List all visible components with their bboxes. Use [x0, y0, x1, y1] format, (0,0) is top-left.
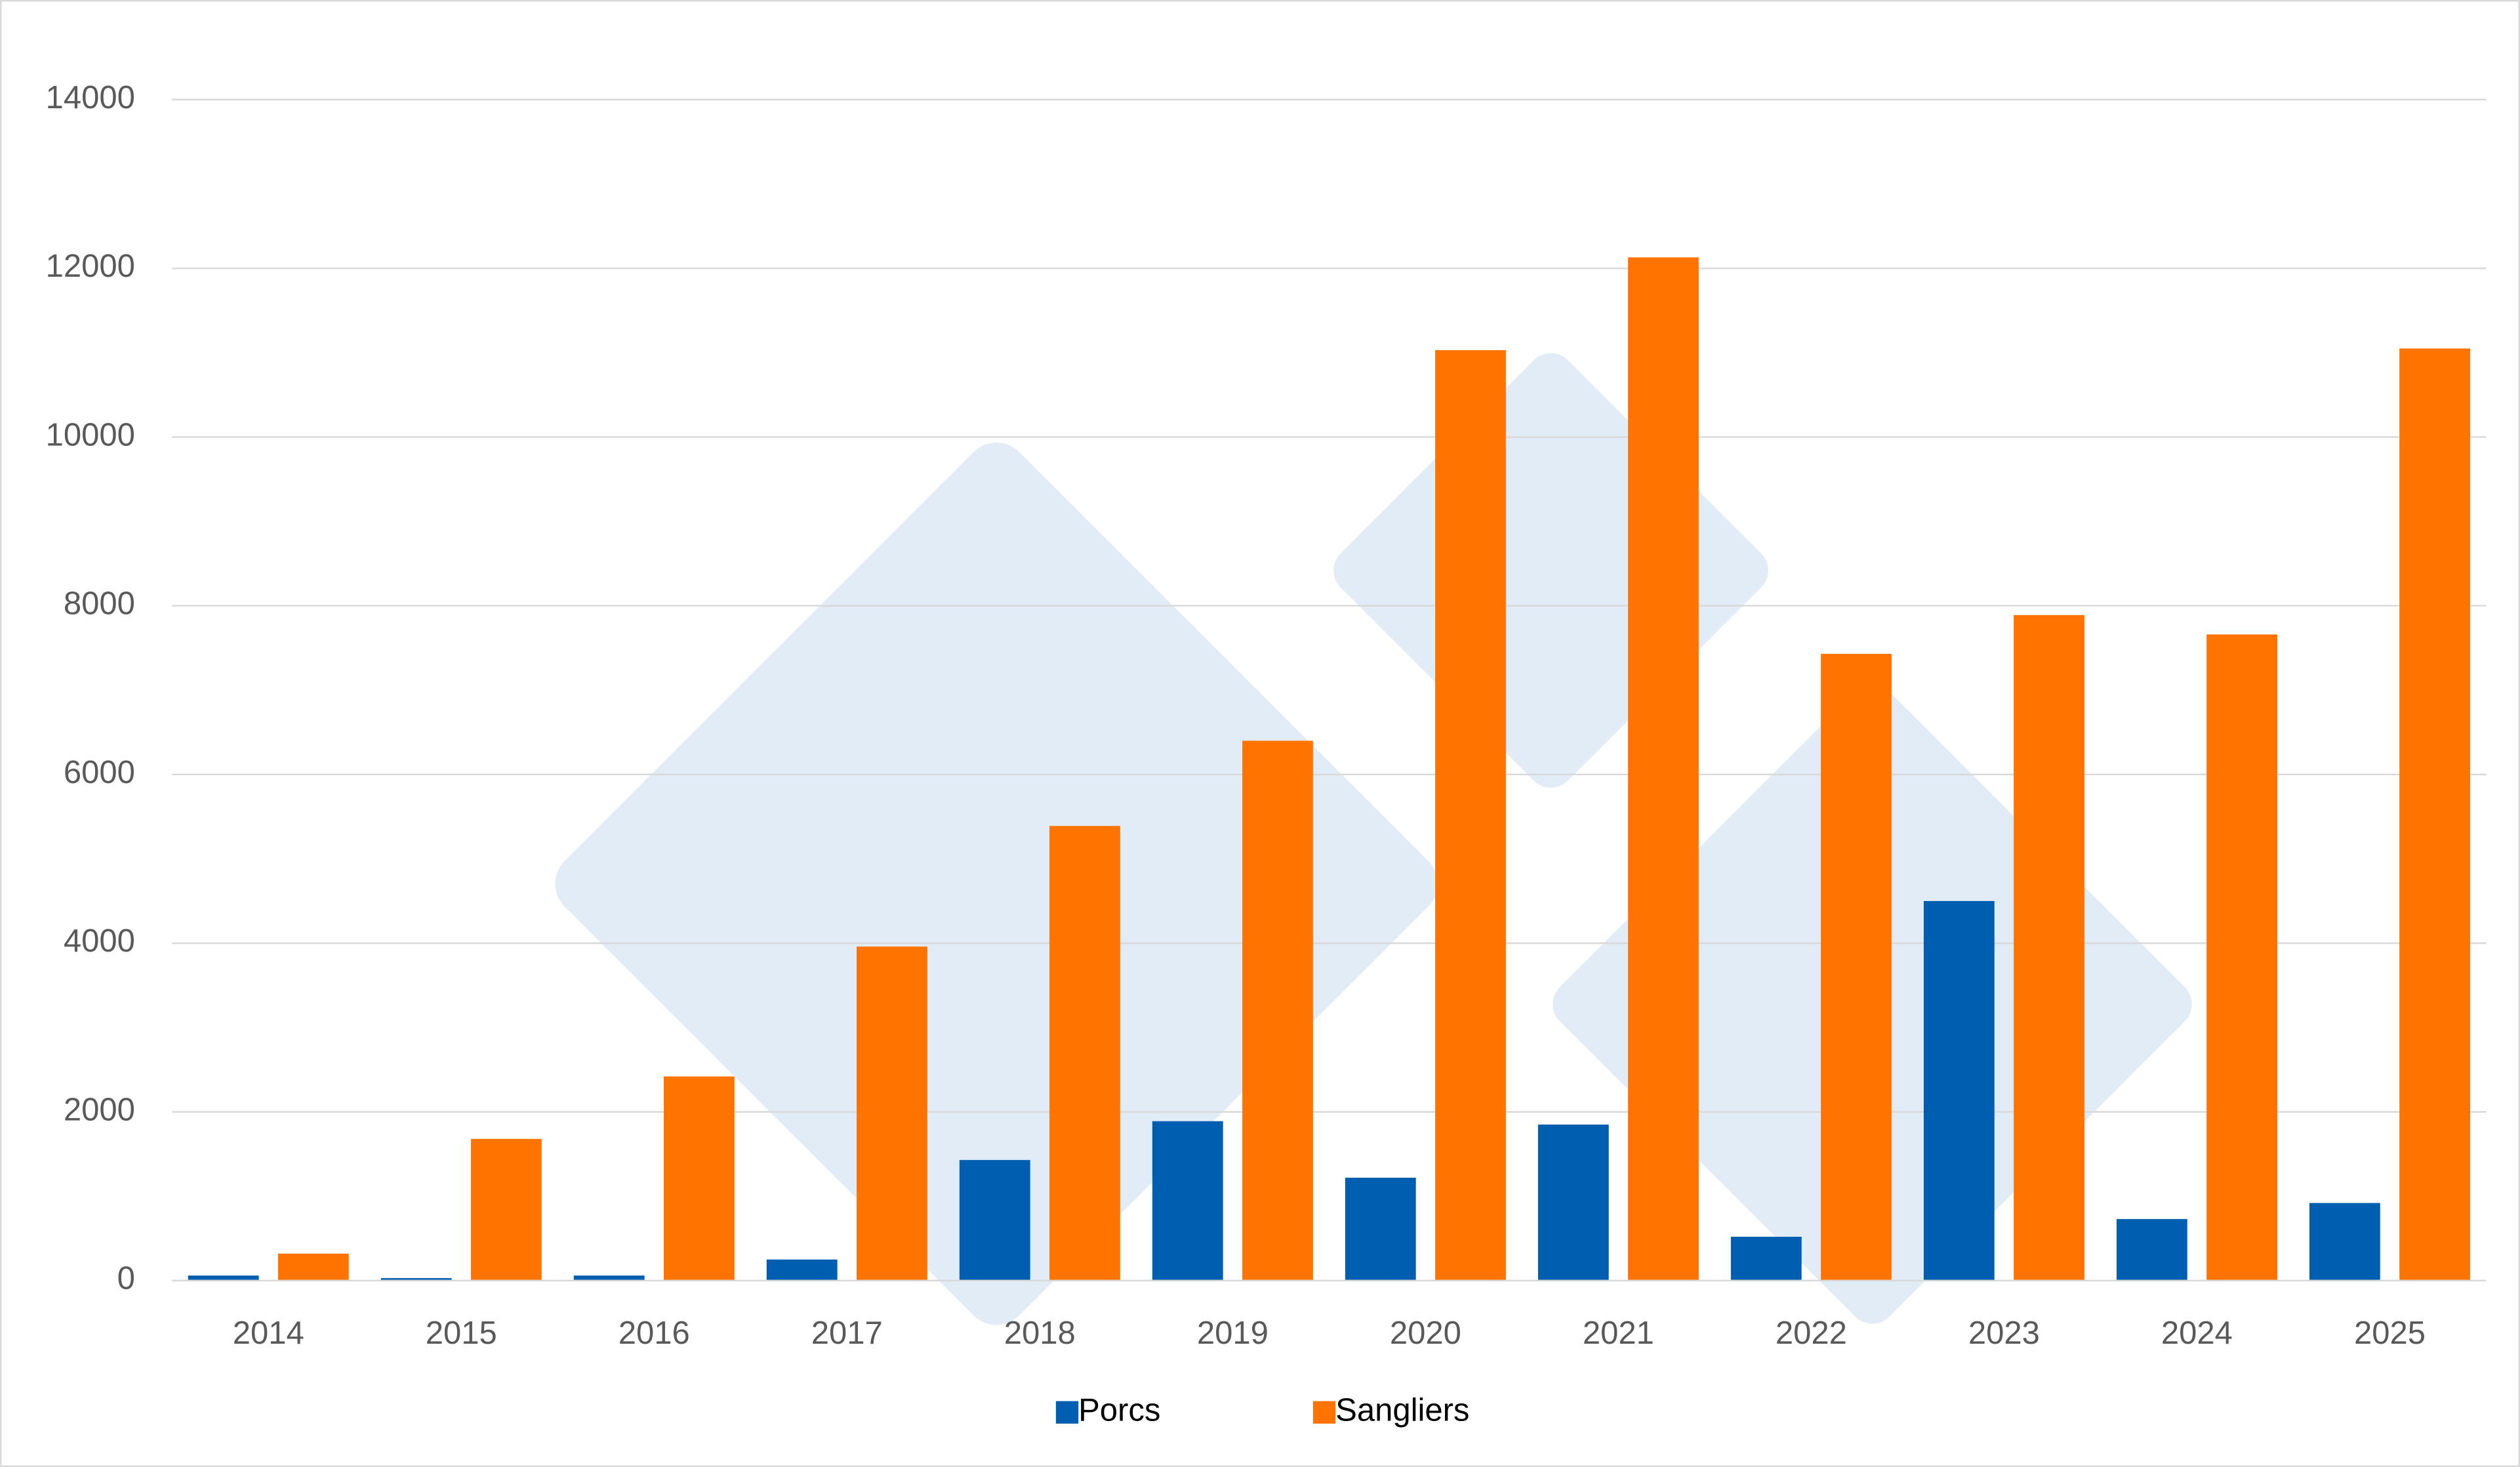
bar [857, 946, 927, 1281]
x-tick-label: 2019 [1197, 1316, 1269, 1351]
bar [1345, 1177, 1416, 1281]
y-tick-label: 12000 [46, 249, 135, 284]
y-tick-label: 0 [117, 1261, 135, 1296]
bar [1628, 257, 1699, 1281]
bar [1242, 740, 1313, 1281]
y-tick-label: 8000 [64, 586, 135, 622]
bar [959, 1159, 1030, 1281]
x-tick-label: 2018 [1004, 1316, 1076, 1351]
bar [2014, 614, 2084, 1281]
legend-swatch [1312, 1401, 1336, 1424]
y-tick-label: 4000 [64, 923, 135, 959]
legend-swatch [1055, 1401, 1079, 1424]
bar [573, 1276, 645, 1281]
x-tick-label: 2022 [1776, 1316, 1847, 1351]
x-tick-label: 2023 [1968, 1316, 2040, 1351]
x-tick-label: 2024 [2161, 1316, 2233, 1351]
bar [2116, 1218, 2187, 1281]
bar [766, 1259, 838, 1281]
legend-label: Sangliers [1335, 1393, 1469, 1428]
bar [2309, 1203, 2380, 1281]
bar [2399, 348, 2470, 1281]
bar [1049, 826, 1120, 1281]
y-tick-label: 14000 [46, 80, 135, 115]
x-tick-label: 2014 [233, 1316, 304, 1351]
watermark-diamond [555, 442, 1438, 1325]
bar [470, 1138, 542, 1281]
bar [1152, 1121, 1223, 1281]
bar [2206, 634, 2277, 1281]
y-tick-label: 2000 [64, 1092, 135, 1127]
bar [380, 1277, 452, 1281]
bar [1435, 350, 1506, 1281]
x-tick-label: 2021 [1583, 1316, 1654, 1351]
bar [277, 1253, 349, 1281]
x-tick-label: 2016 [619, 1316, 690, 1351]
y-tick-label: 10000 [46, 417, 135, 452]
plot-area: 0 2000 4000 6000 8000 10000 12000 14000 2014 2015… [46, 80, 2487, 1428]
y-tick-label: 6000 [64, 755, 135, 790]
bar [1537, 1124, 1609, 1281]
bar [1730, 1236, 1802, 1281]
legend-label: Porcs [1078, 1393, 1160, 1428]
x-tick-label: 2015 [426, 1316, 497, 1351]
x-tick-label: 2025 [2354, 1316, 2426, 1351]
bar [1821, 654, 1892, 1281]
x-tick-label: 2017 [811, 1316, 883, 1351]
bar [663, 1076, 735, 1281]
bar [188, 1276, 259, 1281]
x-tick-label: 2020 [1390, 1316, 1461, 1351]
bar [1923, 900, 1995, 1281]
